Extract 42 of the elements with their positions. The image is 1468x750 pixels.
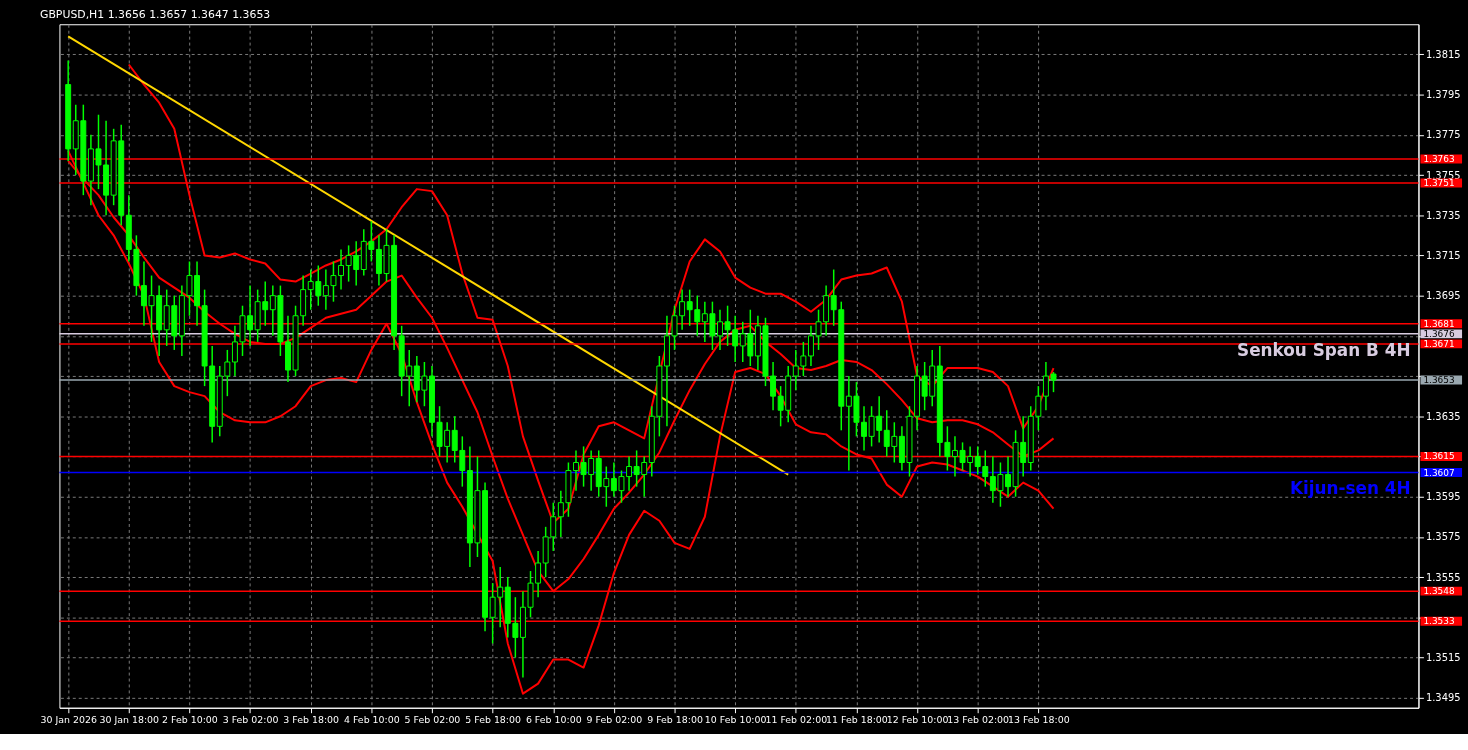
x-tick-label: 10 Feb 10:00 [704, 714, 767, 726]
y-tick-label: 1.3555 [1425, 571, 1461, 583]
x-tick-label: 30 Jan 18:00 [99, 714, 160, 726]
ref-line-label: 1.3653 [1423, 375, 1455, 386]
x-tick-label: 3 Feb 02:00 [222, 714, 279, 726]
annotation: Kijun-sen 4H [1289, 478, 1411, 499]
x-tick-label: 5 Feb 18:00 [465, 714, 521, 726]
x-tick-label: 9 Feb 18:00 [647, 714, 703, 726]
ref-line-label: 1.3548 [1423, 586, 1455, 597]
ref-line-label: 1.3671 [1423, 338, 1455, 349]
y-tick-label: 1.3495 [1425, 692, 1461, 704]
x-tick-label: 30 Jan 2026 [40, 714, 97, 726]
annotation: Senkou Span B 4H [1237, 339, 1411, 360]
x-tick-label: 11 Feb 18:00 [826, 714, 888, 726]
chart-title: GBPUSD,H1 1.3656 1.3657 1.3647 1.3653 [39, 8, 271, 22]
ref-line-label: 1.3681 [1423, 318, 1455, 329]
y-tick-label: 1.3715 [1425, 249, 1461, 261]
x-tick-label: 2 Feb 10:00 [162, 714, 218, 726]
y-tick-label: 1.3755 [1425, 169, 1461, 181]
x-tick-label: 4 Feb 10:00 [343, 714, 400, 726]
x-tick-label: 11 Feb 02:00 [765, 714, 828, 726]
y-tick-label: 1.3695 [1425, 290, 1461, 302]
x-tick-label: 9 Feb 02:00 [586, 714, 643, 726]
ref-line-label: 1.3615 [1423, 451, 1455, 462]
x-tick-label: 5 Feb 02:00 [404, 714, 461, 726]
y-tick-label: 1.3635 [1425, 410, 1461, 422]
y-tick-label: 1.3795 [1425, 89, 1461, 101]
y-tick-label: 1.3595 [1425, 491, 1461, 503]
y-tick-label: 1.3775 [1425, 129, 1461, 141]
ref-line-label: 1.3533 [1423, 616, 1455, 627]
y-tick-label: 1.3735 [1425, 209, 1461, 221]
y-tick-label: 1.3575 [1425, 531, 1461, 543]
y-tick-label: 1.3515 [1425, 651, 1461, 663]
x-tick-label: 6 Feb 10:00 [525, 714, 582, 726]
ref-line-label: 1.3763 [1423, 153, 1455, 164]
y-tick-label: 1.3815 [1425, 48, 1461, 60]
ref-line-label: 1.3751 [1423, 178, 1455, 189]
ref-line-label: 1.3676 [1423, 328, 1455, 339]
x-tick-label: 13 Feb 02:00 [947, 714, 1010, 726]
x-tick-label: 3 Feb 18:00 [283, 714, 340, 726]
x-tick-label: 12 Feb 10:00 [886, 714, 949, 726]
ref-line-label: 1.3607 [1423, 467, 1455, 478]
